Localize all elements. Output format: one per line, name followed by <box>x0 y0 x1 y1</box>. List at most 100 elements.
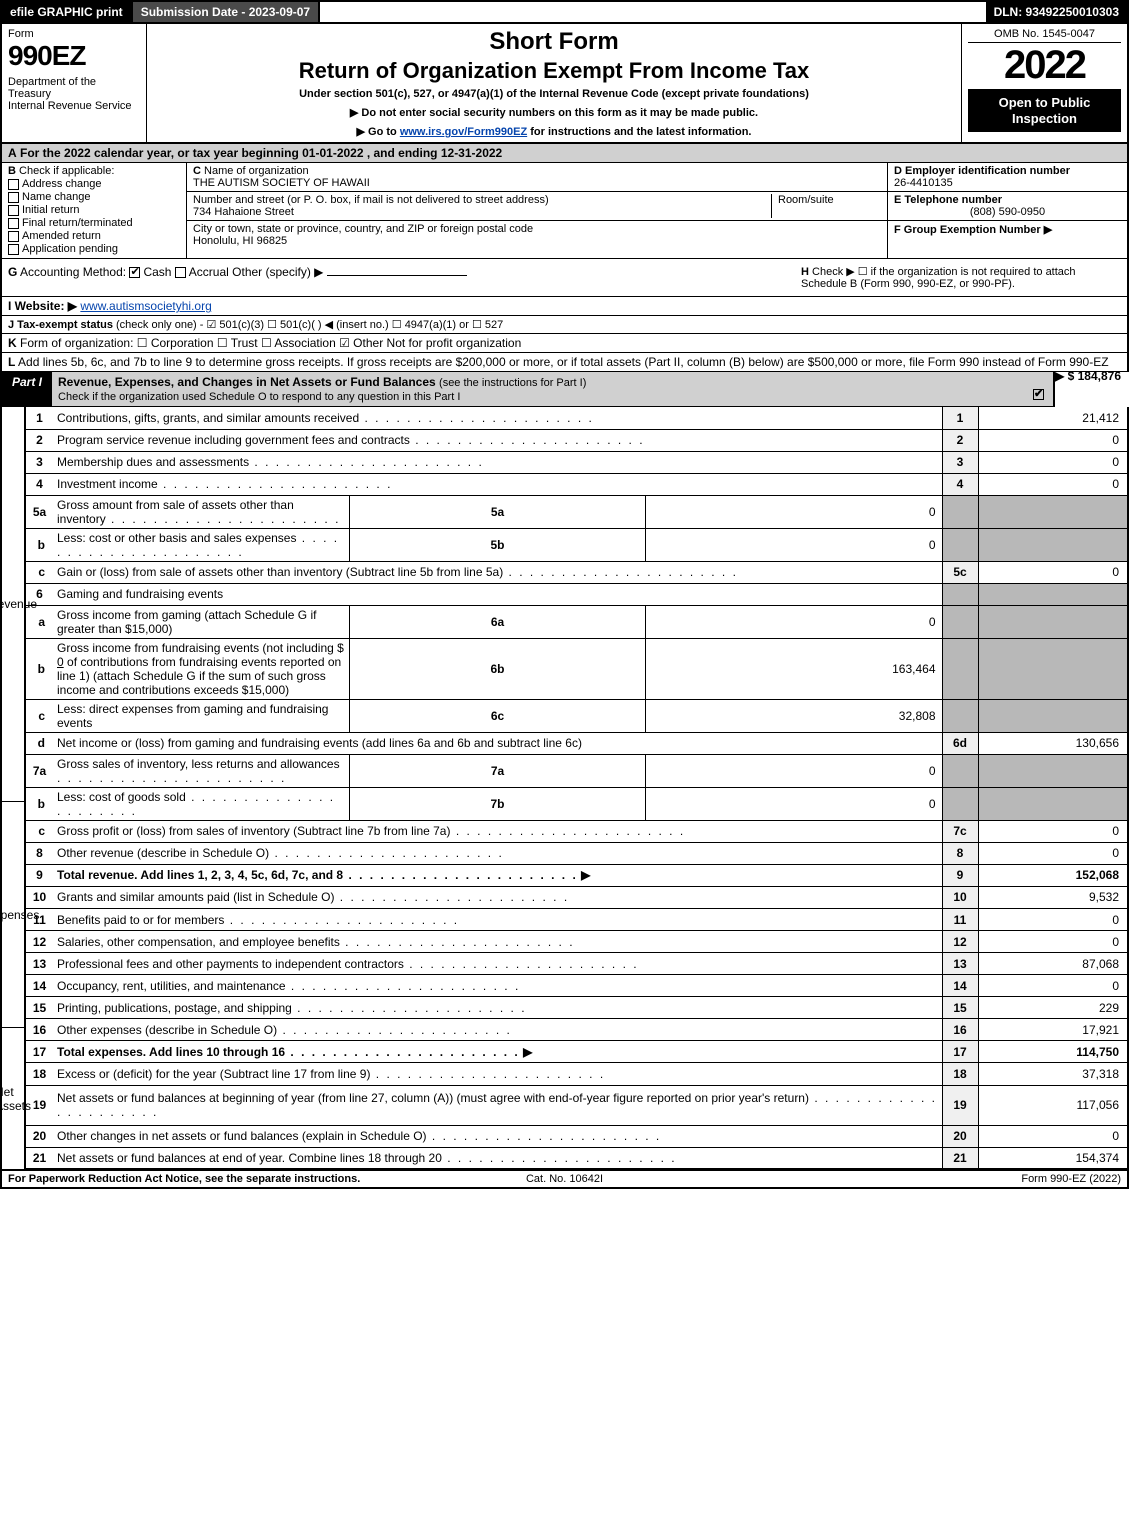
street-value: 734 Hahaione Street <box>193 206 294 218</box>
topbar-spacer <box>320 2 985 22</box>
note-prefix: ▶ Go to <box>357 126 400 138</box>
chk-accrual[interactable] <box>175 267 186 278</box>
room-label: Room/suite <box>778 194 834 206</box>
phone-value: (808) 590-0950 <box>894 206 1121 218</box>
row-l-amount: ▶ $ 184,876 <box>1055 369 1121 383</box>
line-6b: bGross income from fundraising events (n… <box>25 638 1128 699</box>
row-k: K Form of organization: ☐ Corporation ☐ … <box>0 334 1129 353</box>
label-i: I Website: ▶ <box>8 299 77 313</box>
city-label: City or town, state or province, country… <box>193 223 533 235</box>
line-12: 12Salaries, other compensation, and empl… <box>25 931 1128 953</box>
chk-amended[interactable]: Amended return <box>8 230 180 242</box>
form-label: Form <box>8 28 140 40</box>
tax-exempt-text: (check only one) - ☑ 501(c)(3) ☐ 501(c)(… <box>116 319 503 331</box>
street-label: Number and street (or P. O. box, if mail… <box>193 194 549 206</box>
part1-header: Part I Revenue, Expenses, and Changes in… <box>0 372 1055 407</box>
footer-mid: Cat. No. 10642I <box>379 1173 750 1185</box>
omb-number: OMB No. 1545-0047 <box>968 28 1121 43</box>
footer-right: Form 990-EZ (2022) <box>750 1173 1121 1185</box>
ein-value: 26-4410135 <box>894 177 953 189</box>
page-footer: For Paperwork Reduction Act Notice, see … <box>0 1170 1129 1189</box>
note-ssn: ▶ Do not enter social security numbers o… <box>155 106 953 119</box>
chk-pending[interactable]: Application pending <box>8 243 180 255</box>
accounting-method: Accounting Method: <box>20 265 126 279</box>
label-c: C <box>193 165 201 177</box>
line-6: 6Gaming and fundraising events <box>25 583 1128 605</box>
header-left: Form 990EZ Department of the Treasury In… <box>2 24 147 142</box>
revenue-table: 1Contributions, gifts, grants, and simil… <box>24 407 1129 887</box>
line-2: 2Program service revenue including gover… <box>25 429 1128 451</box>
note-goto: ▶ Go to www.irs.gov/Form990EZ for instru… <box>155 125 953 138</box>
chk-name[interactable]: Name change <box>8 191 180 203</box>
row-a-text: For the 2022 calendar year, or tax year … <box>20 146 502 160</box>
form-title: Return of Organization Exempt From Incom… <box>155 58 953 84</box>
line-18: 18Excess or (deficit) for the year (Subt… <box>25 1063 1128 1085</box>
form-number: 990EZ <box>8 40 140 72</box>
label-l: L <box>8 355 15 369</box>
line-9: 9Total revenue. Add lines 1, 2, 3, 4, 5c… <box>25 864 1128 886</box>
dln: DLN: 93492250010303 <box>986 2 1127 22</box>
col-def: D Employer identification number 26-4410… <box>887 163 1127 258</box>
chk-address[interactable]: Address change <box>8 178 180 190</box>
label-d: D Employer identification number <box>894 165 1070 177</box>
line-11: 11Benefits paid to or for members110 <box>25 909 1128 931</box>
line-7c: cGross profit or (loss) from sales of in… <box>25 820 1128 842</box>
topbar: efile GRAPHIC print Submission Date - 20… <box>0 0 1129 24</box>
form-subtitle: Under section 501(c), 527, or 4947(a)(1)… <box>155 88 953 100</box>
header-right: OMB No. 1545-0047 2022 Open to Public In… <box>962 24 1127 142</box>
note-suffix: for instructions and the latest informat… <box>527 126 751 138</box>
side-revenue: Revenue <box>0 407 24 802</box>
side-labels: Revenue Expenses Net Assets <box>0 407 24 1170</box>
line-5a: 5aGross amount from sale of assets other… <box>25 495 1128 528</box>
line-1: 1Contributions, gifts, grants, and simil… <box>25 407 1128 429</box>
open-inspection: Open to Public Inspection <box>968 89 1121 132</box>
row-l: L Add lines 5b, 6c, and 7b to line 9 to … <box>0 353 1129 372</box>
chk-final[interactable]: Final return/terminated <box>8 217 180 229</box>
line-19: 19Net assets or fund balances at beginni… <box>25 1085 1128 1125</box>
line-15: 15Printing, publications, postage, and s… <box>25 997 1128 1019</box>
col-c: C Name of organization THE AUTISM SOCIET… <box>187 163 887 258</box>
check-if-applicable: Check if applicable: <box>19 165 114 177</box>
side-expenses: Expenses <box>0 802 24 1028</box>
line-21: 21Net assets or fund balances at end of … <box>25 1147 1128 1169</box>
chk-initial[interactable]: Initial return <box>8 204 180 216</box>
row-h: H Check ▶ ☐ if the organization is not r… <box>801 265 1121 290</box>
efile-label[interactable]: efile GRAPHIC print <box>2 2 133 22</box>
line-13: 13Professional fees and other payments t… <box>25 953 1128 975</box>
short-form-title: Short Form <box>155 28 953 56</box>
row-h-text: Check ▶ ☐ if the organization is not req… <box>801 266 1076 290</box>
footer-left: For Paperwork Reduction Act Notice, see … <box>8 1173 379 1185</box>
part1-check[interactable] <box>1033 389 1044 400</box>
org-name: THE AUTISM SOCIETY OF HAWAII <box>193 177 370 189</box>
line-14: 14Occupancy, rent, utilities, and mainte… <box>25 975 1128 997</box>
cash-label: Cash <box>143 265 171 279</box>
line-6c: cLess: direct expenses from gaming and f… <box>25 699 1128 732</box>
form-org-text: Form of organization: ☐ Corporation ☐ Tr… <box>20 336 521 350</box>
net-assets-table: 18Excess or (deficit) for the year (Subt… <box>24 1063 1129 1170</box>
side-net: Net Assets <box>0 1028 24 1170</box>
row-g: G Accounting Method: Cash Accrual Other … <box>8 265 801 290</box>
col-b: B Check if applicable: Address change Na… <box>2 163 187 258</box>
line-4: 4Investment income40 <box>25 473 1128 495</box>
row-i: I Website: ▶ www.autismsocietyhi.org <box>0 297 1129 316</box>
line-5b: bLess: cost or other basis and sales exp… <box>25 528 1128 561</box>
irs-link[interactable]: www.irs.gov/Form990EZ <box>400 126 527 138</box>
other-label: Other (specify) ▶ <box>232 265 323 279</box>
line-10: 10Grants and similar amounts paid (list … <box>25 887 1128 909</box>
row-gh: G Accounting Method: Cash Accrual Other … <box>0 259 1129 297</box>
other-specify-input[interactable] <box>327 275 467 276</box>
label-h: H <box>801 266 809 278</box>
label-j: J Tax-exempt status <box>8 319 113 331</box>
line-3: 3Membership dues and assessments30 <box>25 451 1128 473</box>
row-a: A For the 2022 calendar year, or tax yea… <box>0 144 1129 163</box>
line-20: 20Other changes in net assets or fund ba… <box>25 1125 1128 1147</box>
part1-label: Part I <box>2 372 52 406</box>
line-6a: aGross income from gaming (attach Schedu… <box>25 605 1128 638</box>
row-j: J Tax-exempt status (check only one) - ☑… <box>0 316 1129 334</box>
dept-label: Department of the Treasury Internal Reve… <box>8 76 140 112</box>
website-link[interactable]: www.autismsocietyhi.org <box>80 299 211 313</box>
name-label: Name of organization <box>204 165 309 177</box>
line-16: 16Other expenses (describe in Schedule O… <box>25 1019 1128 1041</box>
line-8: 8Other revenue (describe in Schedule O)8… <box>25 842 1128 864</box>
chk-cash[interactable] <box>129 267 140 278</box>
